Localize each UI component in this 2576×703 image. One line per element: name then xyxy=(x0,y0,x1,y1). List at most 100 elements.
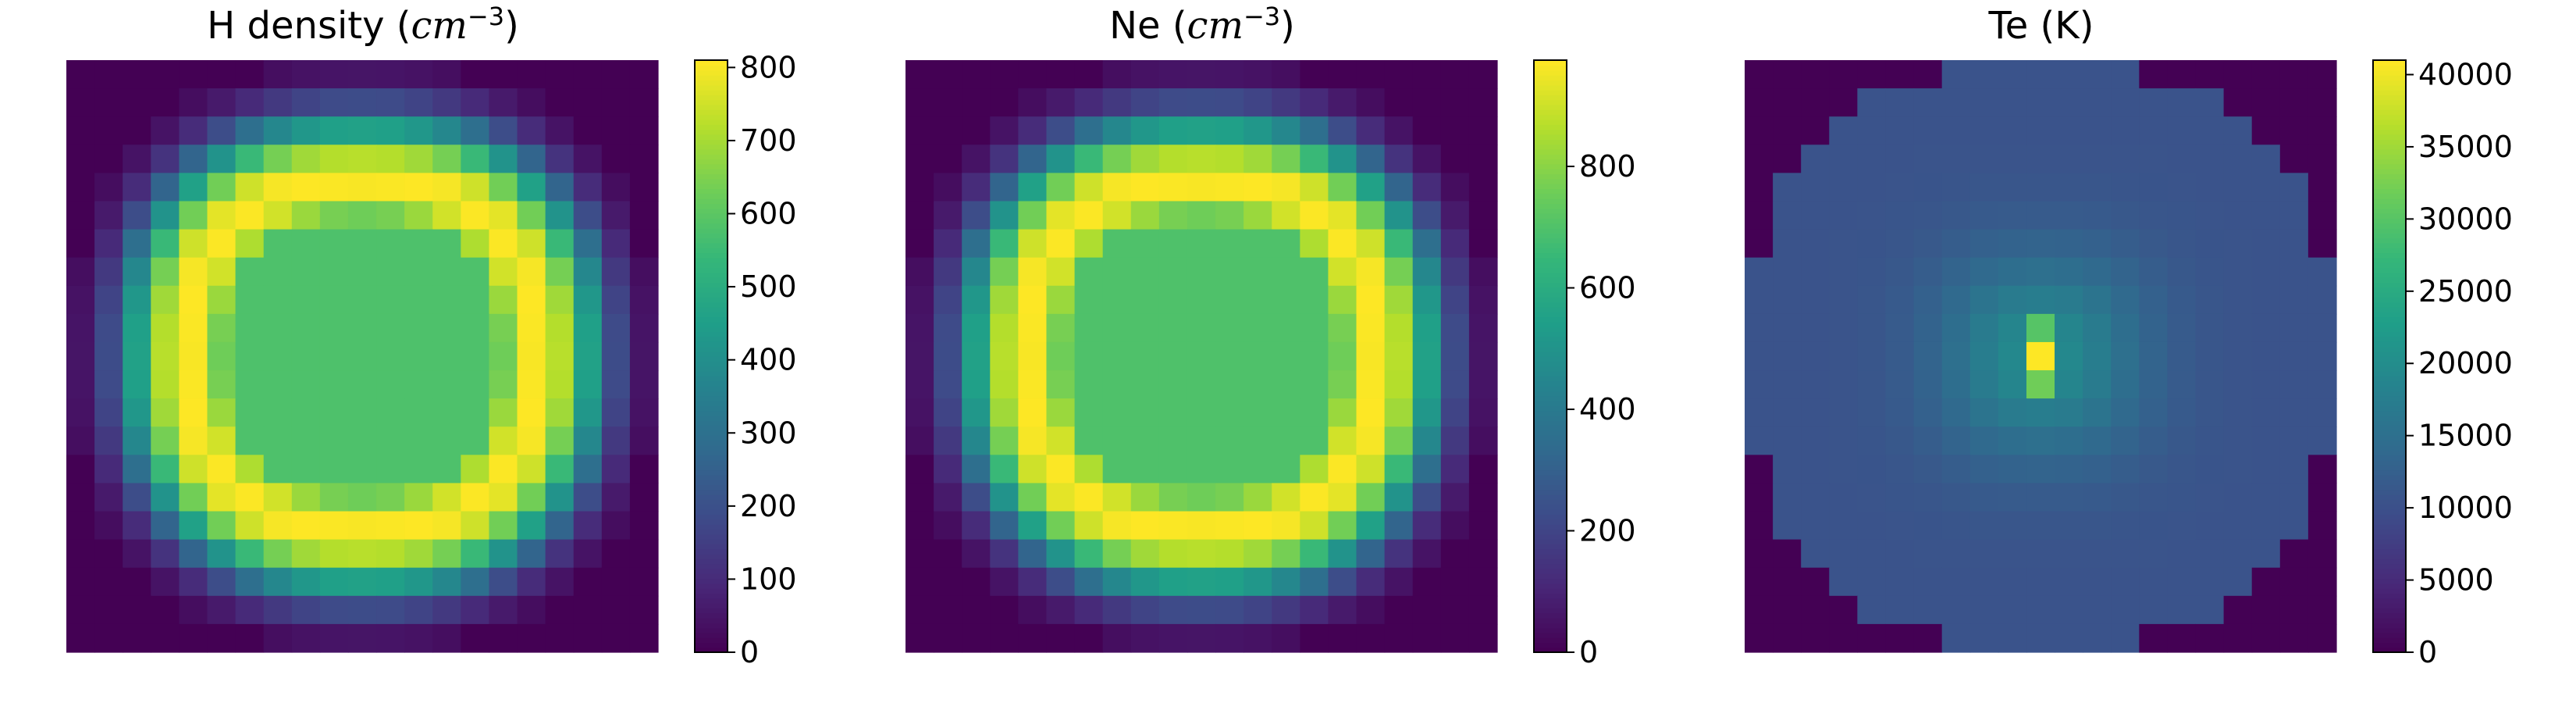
heatmap-cell xyxy=(1300,426,1329,455)
heatmap-cell xyxy=(1356,539,1386,569)
heatmap-cell xyxy=(1913,145,1943,173)
colorbar-segment xyxy=(2373,183,2406,190)
colorbar-segment xyxy=(1534,637,1567,644)
colorbar-segment xyxy=(695,464,728,471)
heatmap-cell xyxy=(629,511,659,541)
heatmap-cell xyxy=(1018,483,1048,512)
heatmap-cell xyxy=(1913,257,1943,287)
colorbar-segment xyxy=(695,331,728,337)
heatmap-cell xyxy=(1074,398,1104,427)
colorbar-segment xyxy=(1534,267,1567,273)
colorbar-segment xyxy=(695,223,728,229)
heatmap-cell xyxy=(1857,595,1887,625)
heatmap-cell xyxy=(123,88,151,117)
heatmap-cell xyxy=(934,88,962,117)
heatmap-cell xyxy=(934,483,962,512)
heatmap-cell xyxy=(990,483,1019,512)
heatmap-cell xyxy=(1468,341,1498,371)
heatmap-cell xyxy=(2195,623,2225,653)
colorbar-segment xyxy=(2373,459,2406,466)
heatmap-cell xyxy=(1130,60,1160,89)
heatmap-cell xyxy=(376,285,405,315)
colorbar-segment xyxy=(1534,212,1567,219)
heatmap-cell xyxy=(906,426,934,455)
heatmap-cell xyxy=(1046,313,1076,343)
heatmap-cell xyxy=(934,201,962,230)
heatmap-cell xyxy=(573,567,603,597)
heatmap-cell xyxy=(1857,145,1887,173)
heatmap-cell xyxy=(1829,88,1858,117)
heatmap-cell xyxy=(66,145,95,173)
heatmap-cell xyxy=(545,398,575,427)
heatmap-cell xyxy=(1913,201,1943,230)
heatmap-cell xyxy=(1130,426,1160,455)
heatmap-cell xyxy=(1215,511,1244,541)
heatmap-cell xyxy=(151,341,180,371)
heatmap-cell xyxy=(1969,285,1999,315)
heatmap-cell xyxy=(1412,426,1442,455)
heatmap-cell xyxy=(235,455,265,484)
colorbar-segment xyxy=(1534,484,1567,491)
colorbar-segment xyxy=(2373,395,2406,401)
heatmap-cell xyxy=(1244,201,1272,230)
heatmap-cell xyxy=(1244,398,1272,427)
heatmap-cell xyxy=(517,145,546,173)
heatmap-cell xyxy=(2195,313,2225,343)
heatmap-cell xyxy=(2307,511,2337,541)
colorbar-segment xyxy=(2373,74,2406,81)
heatmap-cell xyxy=(1801,341,1830,371)
heatmap-cell xyxy=(432,483,461,512)
heatmap-cell xyxy=(1300,623,1329,653)
heatmap-cell xyxy=(601,313,631,343)
heatmap-cell xyxy=(1468,116,1498,145)
heatmap-cell xyxy=(151,370,180,399)
heatmap-cell xyxy=(1215,60,1244,89)
heatmap-cell xyxy=(179,60,208,89)
heatmap-cell xyxy=(1773,257,1802,287)
heatmap-cell xyxy=(263,539,293,569)
heatmap-cell xyxy=(94,623,123,653)
heatmap-cell xyxy=(1356,145,1386,173)
heatmap-cell xyxy=(1328,313,1357,343)
heatmap-cell xyxy=(347,455,377,484)
heatmap-panel-3 xyxy=(1745,60,2337,653)
heatmap-cell xyxy=(1885,398,1915,427)
heatmap-cell xyxy=(2279,539,2309,569)
colorbar-segment xyxy=(1534,612,1567,619)
heatmap-cell xyxy=(1102,370,1132,399)
colorbar-segment xyxy=(695,395,728,401)
heatmap-cell xyxy=(1857,539,1887,569)
heatmap-cell xyxy=(1158,88,1188,117)
heatmap-cell xyxy=(2139,60,2169,89)
heatmap-cell xyxy=(1969,341,1999,371)
colorbar-segment xyxy=(1534,366,1567,372)
heatmap-cell xyxy=(207,595,237,625)
heatmap-cell xyxy=(207,370,237,399)
heatmap-cell xyxy=(2307,595,2337,625)
heatmap-cell xyxy=(1130,539,1160,569)
heatmap-cell xyxy=(1885,511,1915,541)
heatmap-cell xyxy=(66,483,95,512)
heatmap-cell xyxy=(1941,257,1971,287)
colorbar-segment xyxy=(2373,198,2406,204)
heatmap-cell xyxy=(66,285,95,315)
heatmap-cell xyxy=(2167,145,2197,173)
heatmap-cell xyxy=(1187,257,1216,287)
heatmap-cell xyxy=(1328,60,1357,89)
heatmap-cell xyxy=(629,88,659,117)
colorbar-segment xyxy=(695,583,728,589)
heatmap-cell xyxy=(1272,341,1300,371)
colorbar-segment xyxy=(695,312,728,318)
heatmap-cell xyxy=(2251,539,2281,569)
heatmap-cell xyxy=(1969,595,1999,625)
heatmap-cell xyxy=(1829,145,1858,173)
heatmap-cell xyxy=(1745,370,1774,399)
heatmap-cell xyxy=(990,623,1019,653)
colorbar-segment xyxy=(695,321,728,327)
heatmap-cell xyxy=(2307,60,2337,89)
heatmap-panel-2 xyxy=(906,60,1498,653)
heatmap-cell xyxy=(1328,341,1357,371)
colorbar-segment xyxy=(695,198,728,204)
heatmap-cell xyxy=(629,623,659,653)
